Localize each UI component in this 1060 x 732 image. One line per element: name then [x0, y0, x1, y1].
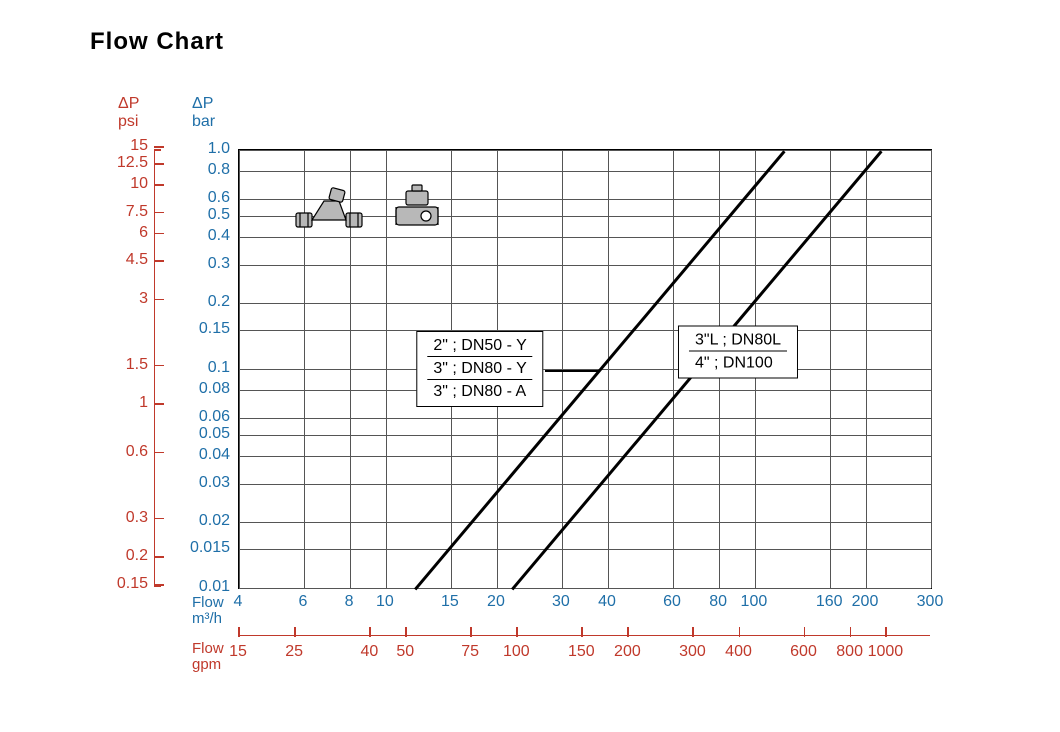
x-m3h-tick: 20 — [476, 593, 516, 611]
curve-label-row: 3" ; DN80 - A — [427, 382, 532, 402]
x-m3h-tick: 40 — [587, 593, 627, 611]
x-gpm-tick: 25 — [272, 643, 316, 661]
y-psi-header-unit: psi — [118, 113, 138, 131]
y-bar-tick: 0.08 — [184, 380, 230, 398]
y-bar-tick: 0.02 — [184, 512, 230, 530]
y-bar-tick: 0.8 — [184, 161, 230, 179]
x-m3h-tick: 8 — [329, 593, 369, 611]
y-bar-header-dp: ΔP — [192, 95, 213, 113]
y-bar-tick: 0.2 — [184, 293, 230, 311]
y-psi-tick: 15 — [108, 137, 148, 155]
y-psi-header-dp: ΔP — [118, 95, 139, 113]
y-bar-tick: 1.0 — [184, 140, 230, 158]
x-m3h-tick: 6 — [283, 593, 323, 611]
x-m3h-tick: 200 — [845, 593, 885, 611]
y-bar-tick: 0.015 — [184, 539, 230, 557]
y-psi-tick: 0.2 — [108, 547, 148, 565]
y-bar-header-unit: bar — [192, 113, 215, 131]
y-bar-tick: 0.03 — [184, 474, 230, 492]
y-psi-tick: 10 — [108, 175, 148, 193]
x-m3h-tick: 300 — [910, 593, 950, 611]
gpm-axis-bracket — [238, 635, 930, 642]
y-psi-tick: 4.5 — [108, 251, 148, 269]
x-gpm-tick: 100 — [494, 643, 538, 661]
psi-axis-bracket — [154, 149, 161, 587]
x-gpm-tick: 600 — [782, 643, 826, 661]
x-gpm-tick: 300 — [670, 643, 714, 661]
x-gpm-tick: 150 — [559, 643, 603, 661]
x-gpm-tick: 400 — [717, 643, 761, 661]
x-gpm-tick: 200 — [605, 643, 649, 661]
y-psi-tick: 0.3 — [108, 509, 148, 527]
x-gpm-tick: 15 — [216, 643, 260, 661]
x-m3h-tick: 60 — [652, 593, 692, 611]
valve-inline-icon — [390, 183, 444, 238]
x-gpm-tick: 50 — [383, 643, 427, 661]
x-m3h-tick: 10 — [365, 593, 405, 611]
valve-y-icon — [294, 183, 364, 238]
y-bar-tick: 0.1 — [184, 359, 230, 377]
curve-label-box: 2" ; DN50 - Y3" ; DN80 - Y3" ; DN80 - A — [416, 331, 543, 407]
y-bar-tick: 0.5 — [184, 206, 230, 224]
x-m3h-tick: 30 — [541, 593, 581, 611]
y-bar-tick: 0.6 — [184, 189, 230, 207]
curve-label-row: 2" ; DN50 - Y — [427, 336, 532, 357]
y-psi-tick: 6 — [108, 224, 148, 242]
x-m3h-header-2: m³/h — [192, 610, 222, 627]
y-bar-tick: 0.3 — [184, 255, 230, 273]
curve-label-box: 3"L ; DN80L4" ; DN100 — [678, 325, 798, 378]
plot-area: 2" ; DN50 - Y3" ; DN80 - Y3" ; DN80 - A3… — [238, 149, 932, 589]
x-m3h-tick: 80 — [698, 593, 738, 611]
y-bar-tick: 0.06 — [184, 408, 230, 426]
y-psi-tick: 12.5 — [108, 154, 148, 172]
y-psi-tick: 1.5 — [108, 356, 148, 374]
x-m3h-tick: 100 — [734, 593, 774, 611]
y-psi-tick: 0.15 — [108, 575, 148, 593]
x-m3h-tick: 4 — [218, 593, 258, 611]
x-m3h-tick: 160 — [809, 593, 849, 611]
curve-label-row: 4" ; DN100 — [689, 353, 787, 373]
x-m3h-tick: 15 — [430, 593, 470, 611]
y-bar-tick: 0.04 — [184, 446, 230, 464]
y-bar-tick: 0.05 — [184, 425, 230, 443]
y-psi-tick: 0.6 — [108, 443, 148, 461]
x-gpm-tick: 75 — [448, 643, 492, 661]
x-gpm-tick: 1000 — [863, 643, 907, 661]
curve-label-row: 3" ; DN80 - Y — [427, 359, 532, 380]
curve-label-row: 3"L ; DN80L — [689, 330, 787, 351]
leader-line — [545, 370, 599, 372]
y-psi-tick: 1 — [108, 394, 148, 412]
chart-title: Flow Chart — [90, 28, 224, 56]
y-psi-tick: 3 — [108, 290, 148, 308]
y-bar-tick: 0.15 — [184, 320, 230, 338]
y-psi-tick: 7.5 — [108, 203, 148, 221]
y-bar-tick: 0.4 — [184, 227, 230, 245]
